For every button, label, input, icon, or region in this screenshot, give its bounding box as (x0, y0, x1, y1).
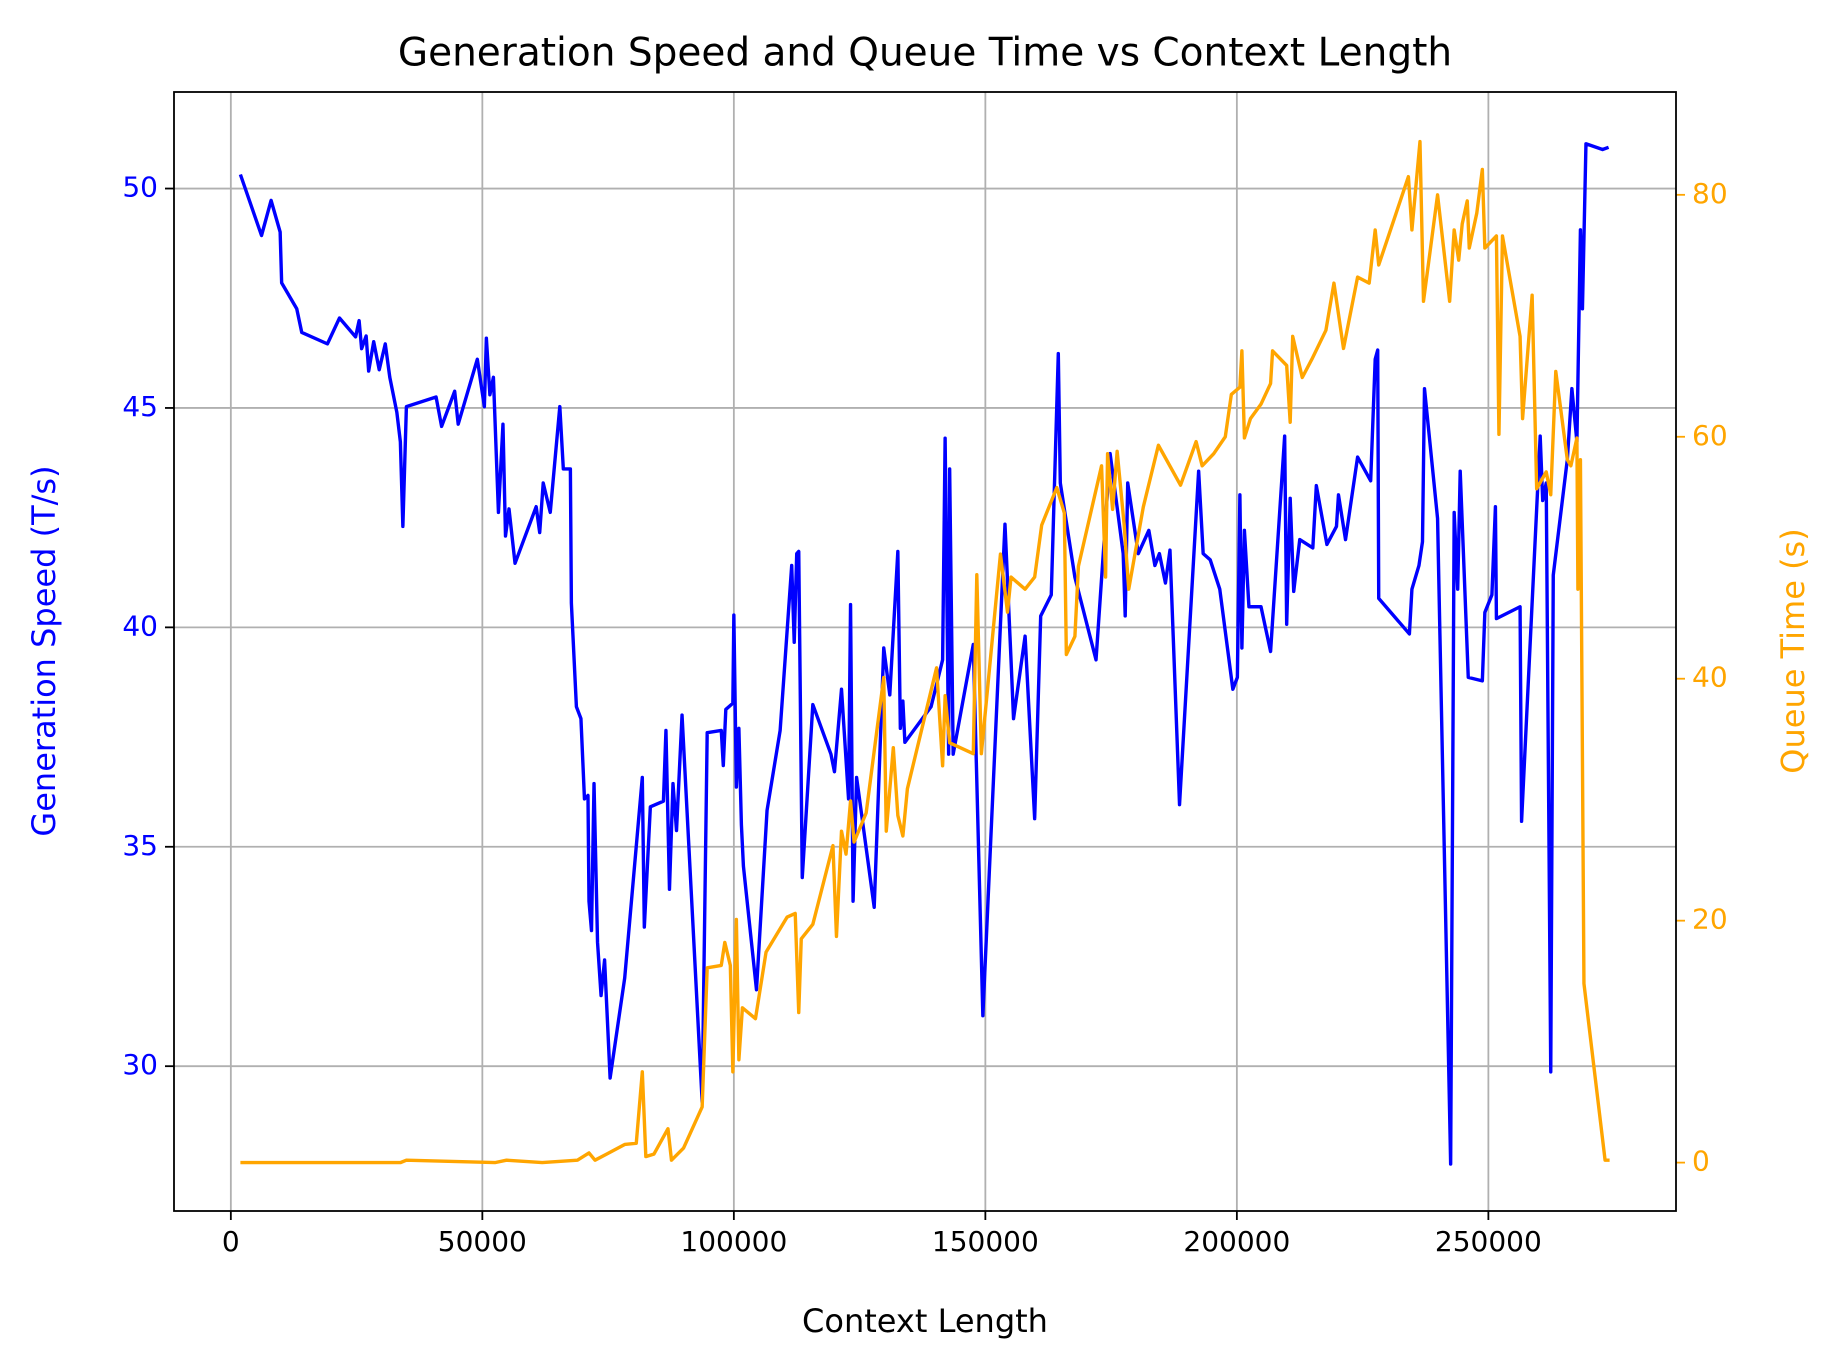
chart-title: Generation Speed and Queue Time vs Conte… (398, 31, 1452, 76)
y-tick-label: 40 (122, 609, 158, 642)
series-line (240, 139, 1610, 1165)
x-tick-label: 0 (222, 1225, 240, 1258)
y-tick-label: 35 (122, 829, 158, 862)
y-axis-label: Generation Speed (T/s) (25, 465, 63, 836)
plot-frame (173, 91, 1677, 1212)
y2-tick-label: 60 (1692, 419, 1728, 452)
lines (238, 139, 1610, 1166)
axes: 0 50000 100000 150000 200000 250000 30 35 40 45 50… (122, 91, 1728, 1258)
x-tick-label: 50000 (438, 1225, 527, 1258)
y2-axis-label: Queue Time (s) (1774, 528, 1812, 773)
x-tick-label: 250000 (1435, 1225, 1542, 1258)
series-line (238, 142, 1610, 1166)
y-tick-label: 45 (122, 390, 158, 423)
y-tick-label: 30 (122, 1048, 158, 1081)
y2-tick-label: 80 (1692, 177, 1728, 210)
x-tick-label: 100000 (680, 1225, 787, 1258)
x-axis-label: Context Length (802, 1302, 1048, 1340)
x-tick-label: 150000 (932, 1225, 1039, 1258)
y-tick-label: 50 (122, 171, 158, 204)
y2-tick-label: 20 (1692, 903, 1728, 936)
y2-tick-label: 0 (1692, 1145, 1710, 1178)
x-tick-label: 200000 (1183, 1225, 1290, 1258)
y2-tick-label: 40 (1692, 661, 1728, 694)
